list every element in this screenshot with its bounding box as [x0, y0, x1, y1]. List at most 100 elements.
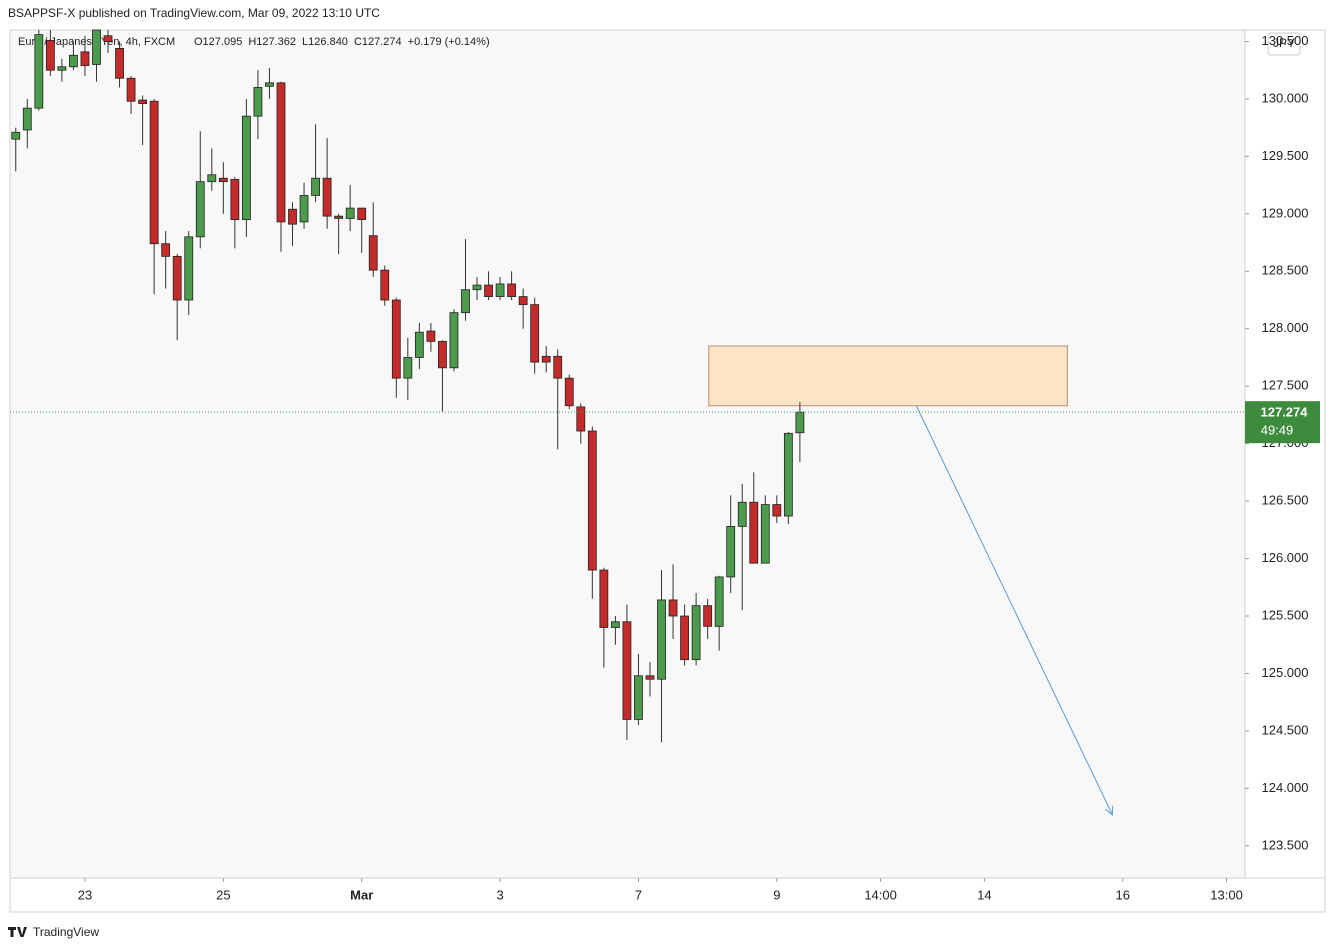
candle-body [34, 34, 44, 109]
y-tick-label: 128.000 [1262, 320, 1309, 335]
candle-body [518, 296, 528, 306]
candle-body [726, 525, 736, 578]
plot-area [9, 29, 1246, 879]
candle-body [472, 284, 482, 291]
candle-body [703, 605, 713, 627]
candle-body [380, 269, 390, 301]
currency: JPY [1273, 36, 1295, 50]
x-tick-label: 9 [773, 887, 780, 902]
time-axis [9, 877, 1326, 913]
brand-name: TradingView [33, 925, 99, 939]
candle-body [253, 87, 263, 117]
candle-body [45, 39, 55, 71]
candle-body [138, 99, 148, 104]
x-tick-label: 16 [1116, 887, 1130, 902]
candle-body [357, 207, 367, 220]
legend-value: O127.095 [194, 36, 242, 48]
candle-body [426, 330, 436, 342]
candle-body [403, 357, 413, 379]
candle-body [92, 29, 101, 65]
candle-body [564, 377, 574, 407]
candle-body [749, 501, 759, 564]
candle-body [276, 82, 286, 223]
candle-body [345, 207, 355, 219]
candle-body [714, 576, 724, 627]
y-tick-label: 130.000 [1262, 90, 1309, 105]
legend-value: H127.362 [248, 36, 296, 48]
y-tick-label: 129.000 [1262, 205, 1309, 220]
candle-body [195, 181, 205, 238]
price-label: 127.274 [1261, 405, 1309, 420]
candle-body [322, 177, 332, 217]
y-tick-label: 124.500 [1262, 722, 1309, 737]
candle-body [576, 406, 586, 432]
candle-body [334, 215, 344, 219]
candle-body [161, 243, 171, 257]
candle-body [149, 100, 159, 245]
candle-body [172, 255, 182, 301]
countdown: 49:49 [1261, 423, 1294, 438]
candle-body [507, 283, 517, 297]
x-tick-label: 3 [496, 887, 503, 902]
x-tick-label: 23 [78, 887, 92, 902]
y-tick-label: 127.500 [1262, 378, 1309, 393]
candle-body [495, 283, 505, 297]
x-tick-label: Mar [350, 887, 373, 902]
y-tick-label: 130.500 [1262, 33, 1309, 48]
candle-body [368, 235, 378, 271]
y-tick-label: 126.500 [1262, 493, 1309, 508]
legend-value: C127.274 [354, 36, 402, 48]
candle-body [207, 174, 217, 183]
candle-body [610, 621, 620, 628]
y-tick-label: 129.500 [1262, 148, 1309, 163]
candle-body [184, 236, 194, 301]
candle-body [449, 312, 459, 369]
candle-body [69, 54, 78, 68]
candle-body [391, 299, 401, 379]
candle-body [634, 675, 643, 720]
y-tick-label: 124.000 [1262, 780, 1309, 795]
price-axis [1244, 29, 1326, 879]
x-tick-label: 14:00 [864, 887, 897, 902]
candle-body [218, 177, 228, 183]
header: BSAPPSF-X published on TradingView.com, … [8, 6, 380, 20]
marks [10, 29, 1245, 816]
candle-body [530, 304, 540, 363]
y-tick-label: 126.000 [1262, 550, 1309, 565]
legend-value: +0.179 (+0.14%) [408, 36, 490, 48]
arrow-head [1105, 805, 1113, 816]
candle-body [126, 77, 136, 102]
candle-body [680, 615, 689, 661]
x-tick-label: 25 [216, 887, 230, 902]
y-tick-label: 128.500 [1262, 263, 1309, 278]
y-tick-label: 123.500 [1262, 837, 1309, 852]
candle-body [657, 599, 666, 680]
candle-body [241, 115, 251, 220]
arrow [915, 405, 1113, 816]
candle-body [587, 430, 597, 571]
candle-body [760, 504, 770, 564]
brand: TradingView [8, 925, 99, 939]
candle-body [553, 355, 563, 379]
candle-body [737, 501, 747, 527]
candle-body [645, 675, 655, 680]
candle-body [599, 569, 609, 628]
candle-body [484, 284, 493, 297]
candle-body [22, 107, 32, 131]
legend-value: L126.840 [302, 36, 348, 48]
candle-body [288, 208, 297, 225]
candle-body [57, 66, 67, 71]
candle-body [299, 195, 309, 223]
candle-body [11, 131, 21, 140]
legend-values: O127.095 H127.362 L126.840 C127.274 +0.179 (… [194, 36, 490, 48]
candle-body [414, 331, 424, 358]
brand-logo [8, 927, 27, 937]
x-tick-label: 14 [977, 887, 991, 902]
x-tick-label: 13:00 [1210, 887, 1243, 902]
candle-body [795, 411, 805, 434]
candle-body [622, 621, 632, 720]
zone [708, 345, 1068, 407]
candle-body [103, 35, 113, 42]
